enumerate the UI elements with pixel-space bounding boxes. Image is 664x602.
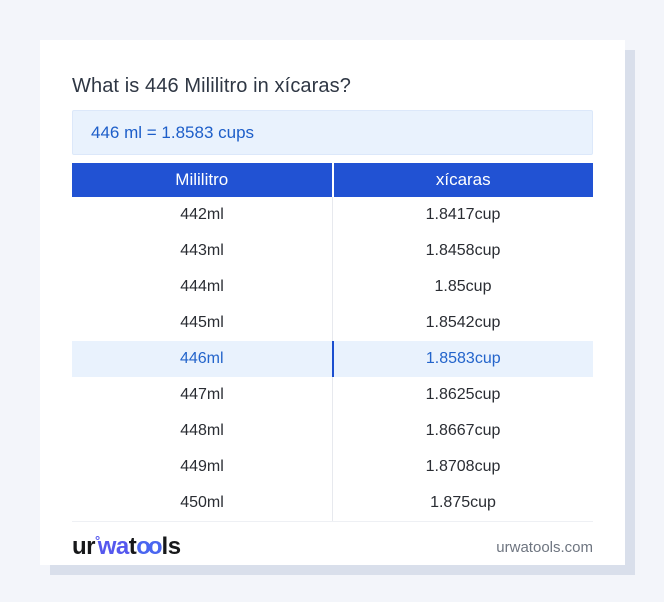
table-row: 445ml 1.8542cup — [72, 305, 593, 341]
logo-part-ls: ls — [161, 533, 182, 560]
logo-part-t: t — [128, 533, 137, 560]
cell-ml: 443ml — [72, 233, 333, 269]
table-row: 448ml 1.8667cup — [72, 413, 593, 449]
table-row: 449ml 1.8708cup — [72, 449, 593, 485]
logo-part-ur: ur — [72, 533, 96, 560]
footer-domain: urwatools.com — [496, 538, 593, 556]
cell-cup: 1.8667cup — [425, 422, 501, 439]
cell-cup: 1.8458cup — [425, 242, 501, 259]
cell-ml: 442ml — [72, 197, 333, 233]
table-body: 442ml 1.8417cup 443ml 1.8458cup 444ml 1.… — [72, 197, 593, 522]
table-row: 444ml 1.85cup — [72, 269, 593, 305]
table-header-xicaras: xícaras — [435, 170, 491, 189]
cell-cup: 1.8542cup — [425, 314, 501, 331]
cell-cup: 1.8417cup — [425, 206, 501, 223]
table-row: 450ml 1.875cup — [72, 485, 593, 521]
table-header-row: Mililitro xícaras — [72, 163, 593, 197]
conversion-card: What is 446 Mililitro in xícaras? 446 ml… — [40, 40, 625, 565]
table-row-highlighted: 446ml 1.8583cup — [72, 341, 593, 377]
cell-cup: 1.85cup — [434, 278, 492, 295]
cell-ml: 448ml — [72, 413, 333, 449]
table-row: 442ml 1.8417cup — [72, 197, 593, 233]
card-footer: ur ° wa t oo ls urwatools.com — [72, 529, 593, 565]
table-row: 447ml 1.8625cup — [72, 377, 593, 413]
cell-cup: 1.8708cup — [425, 458, 501, 475]
cell-ml: 449ml — [72, 449, 333, 485]
cell-cup: 1.875cup — [430, 494, 496, 511]
cell-ml: 445ml — [72, 305, 333, 341]
logo-ring-icon: ° — [95, 533, 100, 548]
cell-ml: 444ml — [72, 269, 333, 305]
result-banner: 446 ml = 1.8583 cups — [72, 110, 593, 155]
urwatools-logo[interactable]: ur ° wa t oo ls — [72, 533, 182, 560]
cell-ml: 447ml — [72, 377, 333, 413]
cell-ml: 450ml — [72, 485, 333, 521]
result-text: 446 ml = 1.8583 cups — [91, 122, 255, 142]
table-row: 443ml 1.8458cup — [72, 233, 593, 269]
cell-ml-highlighted[interactable]: 446ml — [72, 341, 334, 377]
cell-cup-highlighted[interactable]: 1.8583cup — [425, 350, 501, 367]
logo-part-oo: oo — [136, 533, 162, 560]
cell-cup: 1.8625cup — [425, 386, 501, 403]
page-title: What is 446 Mililitro in xícaras? — [72, 75, 351, 97]
table-header-mililitro: Mililitro — [72, 163, 334, 197]
conversion-table: Mililitro xícaras 442ml 1.8417cup 443ml … — [72, 163, 593, 522]
logo-part-wa: wa — [97, 533, 130, 560]
